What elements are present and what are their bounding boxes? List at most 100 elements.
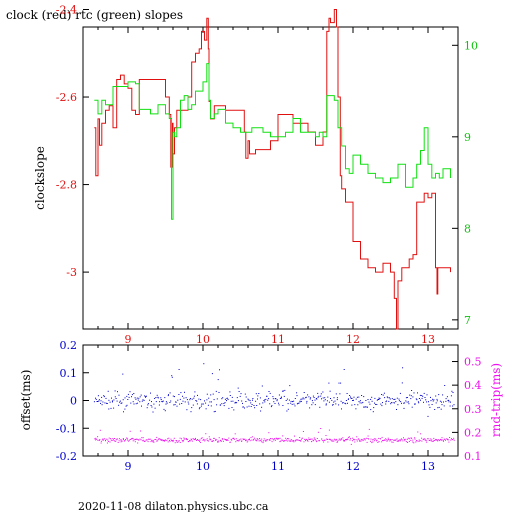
scatter-point-rtt: [195, 437, 196, 439]
scatter-point-rtt: [352, 440, 353, 442]
scatter-point-rtt: [408, 440, 410, 442]
scatter-point-rtt: [200, 441, 201, 443]
scatter-point-rtt: [400, 438, 402, 440]
series-line-clock: [94, 9, 451, 330]
x-tick-label: 11: [271, 460, 285, 473]
scatter-point-offset: [119, 401, 121, 403]
scatter-point-offset: [445, 400, 447, 402]
scatter-point-rtt: [298, 440, 300, 441]
scatter-point-rtt: [267, 439, 269, 441]
scatter-point-offset: [224, 402, 226, 404]
scatter-point-rtt: [132, 438, 134, 440]
scatter-point-offset: [420, 399, 421, 401]
scatter-point-rtt: [300, 440, 302, 442]
scatter-point-rtt: [162, 439, 164, 441]
scatter-point-offset: [378, 399, 380, 400]
scatter-point-offset: [308, 396, 310, 398]
scatter-point-offset: [405, 397, 407, 399]
scatter-point-offset: [236, 397, 238, 399]
scatter-point-rtt: [333, 440, 335, 442]
scatter-point-rtt: [308, 439, 310, 440]
scatter-point-rtt: [129, 439, 130, 441]
scatter-point-offset: [385, 401, 387, 403]
scatter-point-offset: [432, 398, 434, 400]
scatter-point-offset: [325, 403, 327, 405]
scatter-point-offset: [136, 397, 138, 399]
scatter-point-offset: [161, 401, 163, 403]
y-right-tick-label: 8: [464, 222, 471, 235]
scatter-point-offset: [372, 411, 374, 413]
scatter-point-offset: [118, 404, 120, 406]
scatter-point-offset: [266, 395, 268, 397]
scatter-point-rtt: [142, 440, 144, 442]
scatter-point-offset: [300, 400, 302, 402]
scatter-point-offset: [182, 395, 183, 397]
scatter-point-offset: [160, 397, 162, 399]
y-left-tick-label: -0.1: [56, 422, 77, 435]
x-tick-label: 9: [125, 460, 132, 473]
scatter-point-rtt: [345, 439, 347, 440]
scatter-point-rtt: [296, 439, 297, 441]
scatter-point-rtt: [114, 440, 115, 442]
scatter-point-offset: [263, 400, 265, 402]
scatter-point-offset: [382, 394, 384, 396]
scatter-point-offset: [303, 398, 305, 400]
scatter-point-rtt: [197, 439, 199, 441]
scatter-point-rtt: [413, 442, 415, 444]
scatter-point-rtt: [337, 440, 339, 442]
scatter-point-offset: [269, 403, 271, 405]
scatter-point-offset: [382, 402, 383, 404]
scatter-point-rtt: [212, 440, 214, 441]
scatter-point-offset: [175, 401, 177, 403]
scatter-point-offset: [221, 398, 223, 400]
scatter-point-rtt: [305, 440, 306, 442]
scatter-point-offset: [226, 397, 228, 399]
scatter-point-rtt: [405, 438, 407, 440]
scatter-point-offset: [257, 398, 258, 400]
scatter-point-offset: [447, 399, 449, 401]
scatter-point-offset: [367, 399, 369, 400]
scatter-point-offset: [294, 398, 296, 399]
scatter-point-rtt: [243, 438, 245, 440]
scatter-point-rtt: [258, 440, 260, 442]
scatter-point-offset: [423, 401, 424, 403]
scatter-point-offset: [317, 392, 319, 394]
scatter-point-rtt: [371, 442, 373, 444]
scatter-point-rtt: [126, 437, 128, 439]
scatter-point-rtt: [390, 439, 392, 441]
scatter-point-rtt: [260, 440, 262, 442]
scatter-point-rtt: [122, 438, 124, 439]
scatter-point-offset: [306, 402, 308, 404]
scatter-point-rtt: [252, 439, 254, 441]
scatter-point-rtt: [280, 440, 282, 442]
scatter-point-offset: [171, 375, 173, 377]
scatter-point-offset: [244, 393, 246, 395]
scatter-point-rtt: [430, 440, 432, 442]
x-tick-label: 10: [196, 333, 210, 346]
scatter-point-rtt: [202, 439, 204, 441]
scatter-point-rtt: [253, 437, 255, 439]
scatter-point-offset: [200, 405, 202, 407]
scatter-point-rtt: [168, 437, 170, 439]
scatter-point-offset: [445, 398, 447, 400]
scatter-point-rtt: [95, 437, 97, 439]
scatter-point-offset: [245, 401, 247, 402]
scatter-point-rtt: [401, 439, 403, 441]
series-line-rtc: [94, 63, 451, 220]
scatter-point-offset: [95, 398, 97, 400]
scatter-point-rtt: [263, 438, 265, 440]
scatter-point-rtt: [241, 440, 243, 442]
scatter-point-offset: [442, 394, 444, 396]
scatter-point-rtt: [135, 438, 137, 440]
scatter-point-rtt: [344, 439, 346, 441]
scatter-point-offset: [408, 403, 410, 405]
scatter-point-offset: [162, 400, 164, 402]
scatter-point-rtt: [105, 440, 106, 442]
scatter-point-offset: [138, 397, 140, 399]
scatter-point-offset: [326, 400, 328, 402]
scatter-point-offset: [198, 398, 200, 400]
scatter-point-offset: [380, 403, 382, 405]
scatter-point-offset: [145, 396, 147, 398]
scatter-point-rtt: [108, 437, 110, 439]
scatter-point-rtt: [287, 438, 289, 439]
